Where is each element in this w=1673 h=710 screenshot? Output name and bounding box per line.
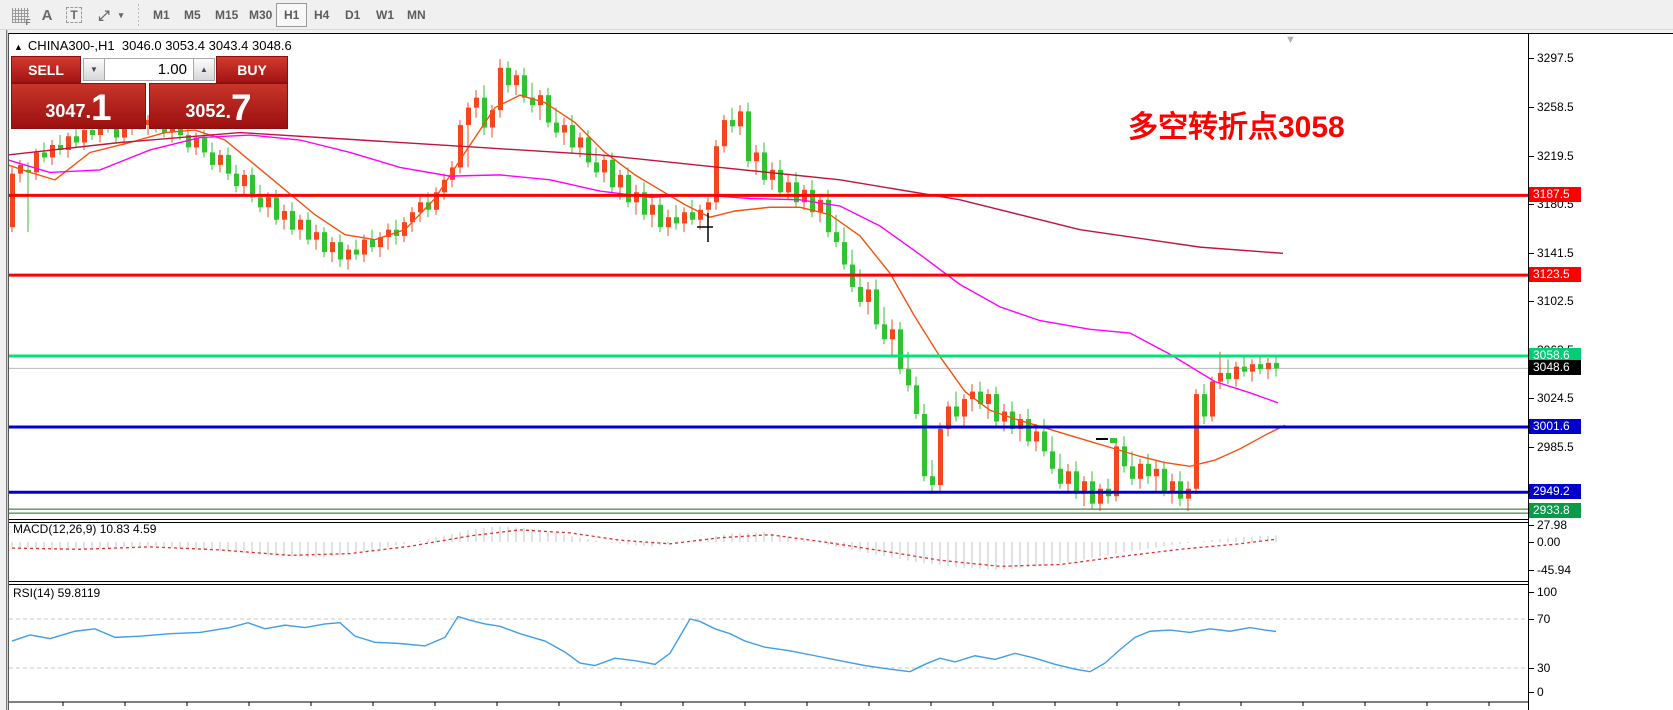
- axis-tick-label: 100: [1537, 585, 1558, 599]
- axis-tick-label: 3102.5: [1537, 294, 1574, 308]
- axis-tick-mark: [1529, 107, 1534, 108]
- axis-tick-mark: [1529, 398, 1534, 399]
- chart-header: ▲ CHINA300-,H1 3046.0 3053.4 3043.4 3048.…: [14, 38, 292, 53]
- sell-price-display[interactable]: 3047. 1: [11, 83, 146, 129]
- axis-tick-mark: [1529, 570, 1534, 571]
- rsi-indicator-label: RSI(14) 59.8119: [13, 586, 101, 600]
- new-order-icon[interactable]: F: [8, 3, 32, 27]
- axis-tick-label: 2985.5: [1537, 440, 1574, 454]
- axis-tick-label: -45.94: [1537, 563, 1572, 577]
- price-line-label: 3058.6: [1529, 348, 1581, 363]
- grid-f-icon: F: [11, 7, 31, 27]
- timeframe-button-M1[interactable]: M1: [153, 8, 170, 22]
- t-boxed-icon: T: [66, 7, 82, 23]
- axis-tick-mark: [1529, 156, 1534, 157]
- axis-tick-label: 70: [1537, 612, 1551, 626]
- timeframe-button-D1[interactable]: D1: [345, 8, 361, 22]
- toolbar: F A T ⤢ ▾ M1 M5 M15 M30 H1 H4 D1 W1 MN: [0, 0, 1673, 30]
- pane-separator[interactable]: [9, 522, 1673, 523]
- timeframe-button-H4[interactable]: H4: [314, 8, 330, 22]
- timeframe-button-M5[interactable]: M5: [184, 8, 201, 22]
- volume-input[interactable]: [105, 58, 193, 81]
- price-line-label: 2949.2: [1529, 484, 1581, 499]
- axis-tick-mark: [1529, 692, 1534, 693]
- pane-separator[interactable]: [9, 584, 1673, 585]
- timeframe-button-H1[interactable]: H1: [276, 3, 308, 27]
- toolbar-separator: [138, 4, 139, 26]
- axis-tick-mark: [1529, 592, 1534, 593]
- macd-indicator-label: MACD(12,26,9) 10.83 4.59: [13, 522, 157, 536]
- axis-tick-label: 27.98: [1537, 518, 1568, 532]
- timeframe-button-M30[interactable]: M30: [249, 8, 273, 22]
- cursor-arrows-icon[interactable]: ⤢: [98, 6, 110, 23]
- axis-tick-mark: [1529, 619, 1534, 620]
- pane-separator[interactable]: [9, 581, 1673, 582]
- chart-window: ▲ CHINA300-,H1 3046.0 3053.4 3043.4 3048.…: [8, 33, 1673, 710]
- axis-tick-mark: [1529, 58, 1534, 59]
- axis-tick-label: 3024.5: [1537, 391, 1574, 405]
- axis-tick-mark: [1529, 204, 1534, 205]
- axis-tick-mark: [1529, 253, 1534, 254]
- axis-tick-label: 3297.5: [1537, 51, 1574, 65]
- axis-tick-label: 0: [1537, 685, 1544, 699]
- collapse-triangle-icon[interactable]: ▲: [14, 42, 23, 52]
- price-axis[interactable]: 3297.53258.53219.53180.53141.53102.53063…: [1528, 34, 1673, 710]
- ohlc-values: 3046.0 3053.4 3043.4 3048.6: [121, 38, 292, 53]
- sell-price-dot: .: [85, 101, 92, 123]
- pane-separator[interactable]: [9, 519, 1673, 520]
- sell-price-big-digit: 1: [91, 87, 112, 128]
- axis-tick-label: 30: [1537, 661, 1551, 675]
- window-left-edge: [0, 30, 8, 710]
- buy-price-main: 3052: [185, 101, 226, 121]
- price-line-label: 3048.6: [1529, 360, 1581, 375]
- axis-tick-label: 3258.5: [1537, 100, 1574, 114]
- axis-tick-mark: [1529, 542, 1534, 543]
- axis-tick-label: 0.00: [1537, 535, 1561, 549]
- sell-button[interactable]: SELL: [11, 56, 81, 83]
- timeframe-button-MN[interactable]: MN: [407, 8, 426, 22]
- scroll-end-marker-icon: ▼: [1285, 34, 1296, 46]
- chart-annotation-text: 多空转折点3058: [1128, 111, 1345, 144]
- text-label-t-icon[interactable]: T: [62, 3, 86, 27]
- buy-price-display[interactable]: 3052. 7: [149, 83, 288, 129]
- axis-tick-mark: [1529, 525, 1534, 526]
- timeframe-button-M15[interactable]: M15: [215, 8, 239, 22]
- volume-increase-button[interactable]: ▲: [193, 58, 215, 81]
- axis-tick-label: 3219.5: [1537, 149, 1574, 163]
- timeframe-button-W1[interactable]: W1: [376, 8, 394, 22]
- axis-tick-mark: [1529, 447, 1534, 448]
- chart-canvas[interactable]: [9, 34, 1528, 710]
- price-line-label: 3187.5: [1529, 187, 1581, 202]
- price-line-label: 3123.5: [1529, 267, 1581, 282]
- buy-button[interactable]: BUY: [216, 56, 288, 83]
- price-line-label: 2933.8: [1529, 503, 1581, 518]
- symbol-period-label: CHINA300-,H1: [27, 38, 115, 53]
- axis-tick-mark: [1529, 301, 1534, 302]
- price-line-label: 3001.6: [1529, 419, 1581, 434]
- text-label-a-icon[interactable]: A: [41, 6, 53, 24]
- one-click-trade-panel: SELL ▼ ▲ BUY 3047.1 3052.7: [11, 56, 288, 129]
- chevron-down-icon[interactable]: ▾: [118, 9, 124, 20]
- buy-price-dot: .: [225, 101, 232, 123]
- axis-tick-mark: [1529, 668, 1534, 669]
- axis-tick-label: 3141.5: [1537, 246, 1574, 260]
- sell-price-main: 3047: [45, 101, 86, 121]
- volume-decrease-button[interactable]: ▼: [83, 58, 105, 81]
- buy-price-big-digit: 7: [231, 87, 252, 128]
